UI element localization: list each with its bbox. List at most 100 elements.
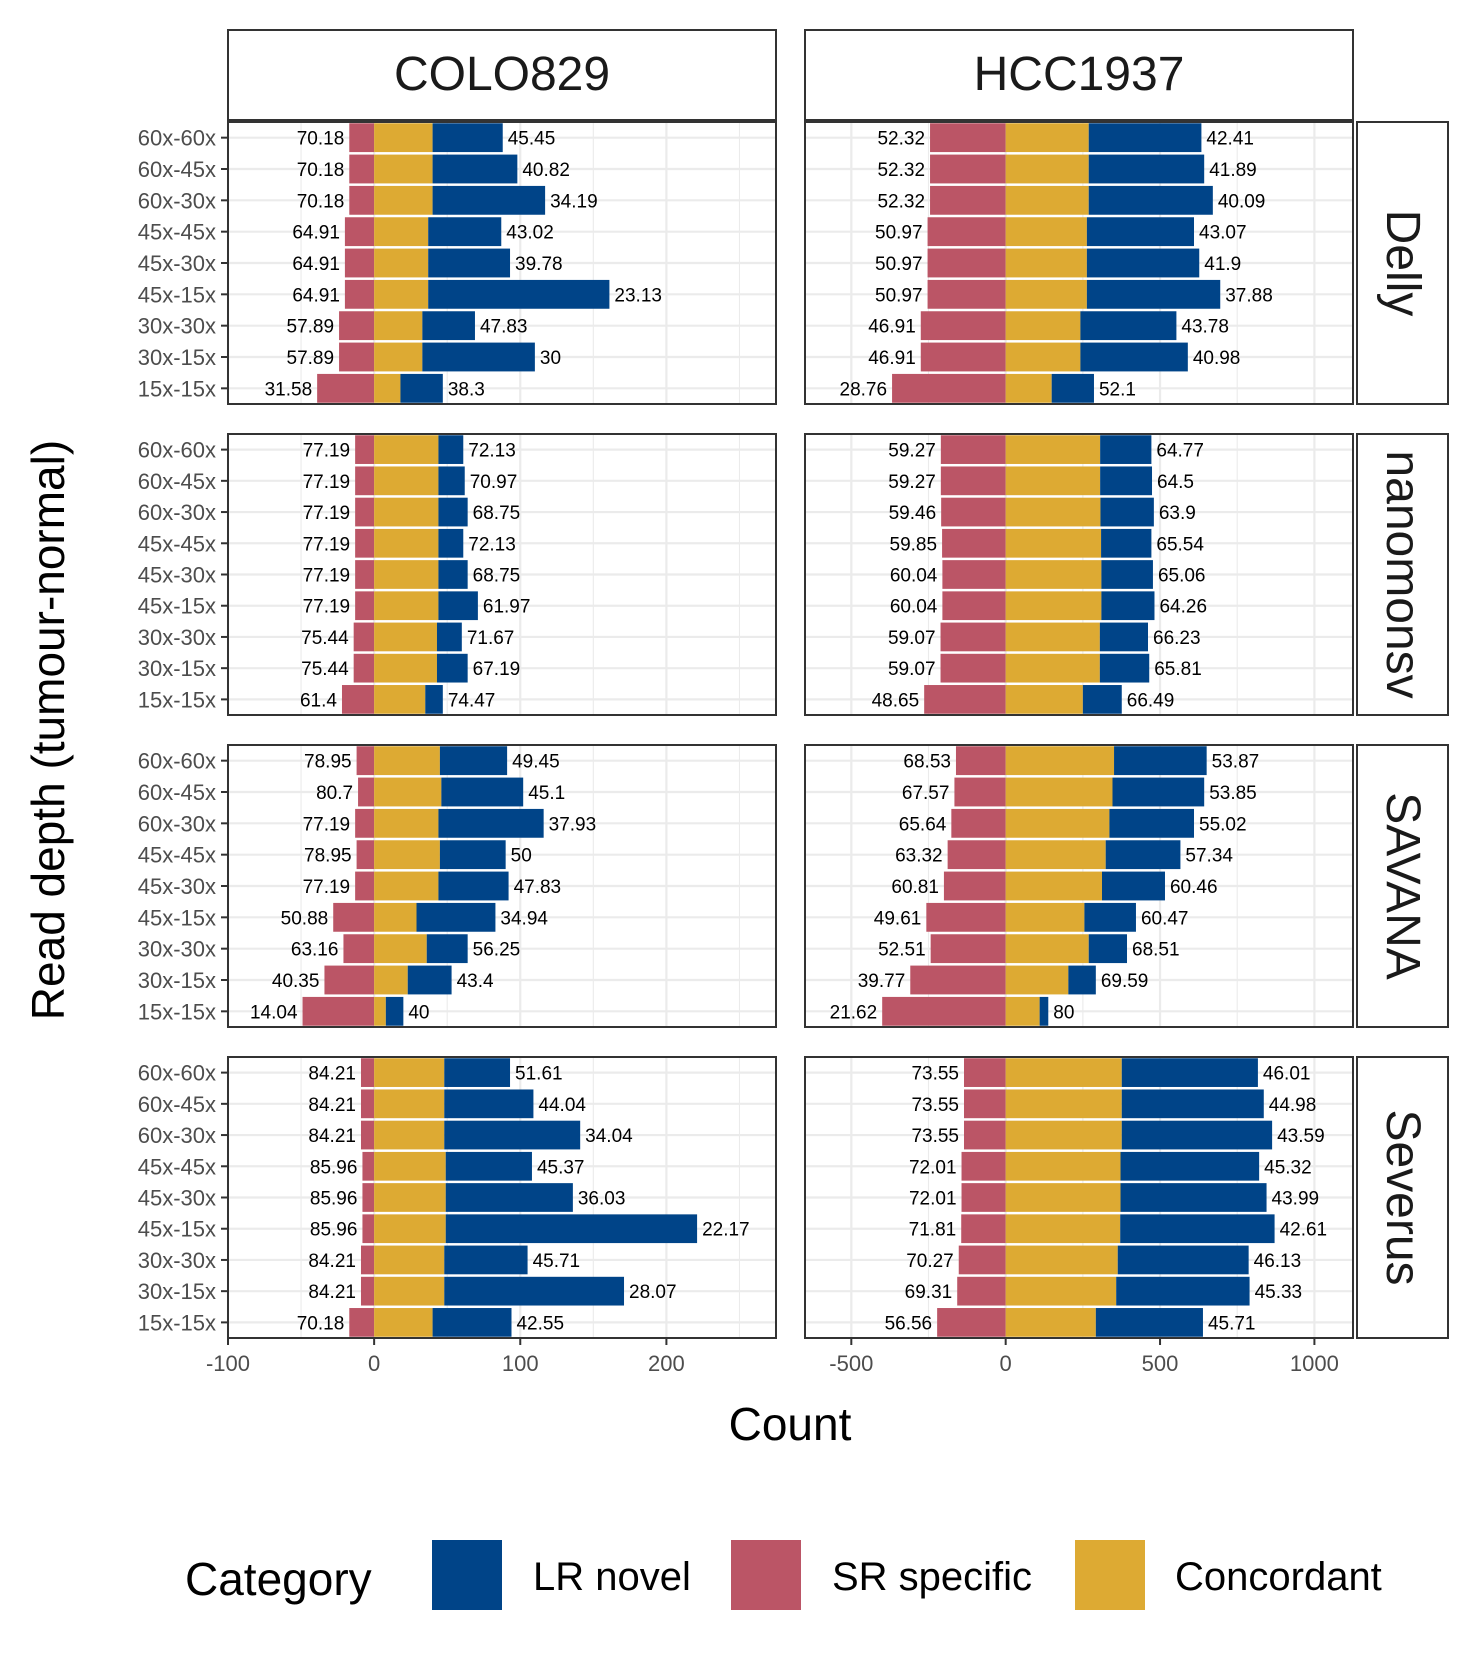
panel-colo829-nanomonsv: 77.19 72.13 77.19 70.97 77.19 68.75 77.19 72.13… — [226, 433, 777, 716]
data-label-right: 67.19 — [473, 659, 521, 680]
x-tick-label: 100 — [502, 1351, 539, 1376]
bar-sr-specific — [920, 311, 1006, 341]
bar-group-30x-30x: 84.21 45.71 — [308, 1245, 580, 1275]
data-label-right: 65.06 — [1158, 566, 1206, 587]
bar-lr-novel — [444, 1245, 528, 1275]
legend-swatch-lr-novel — [432, 1540, 502, 1610]
bar-lr-novel — [428, 279, 610, 309]
bar-sr-specific — [930, 934, 1006, 964]
data-label-right: 43.78 — [1181, 317, 1229, 338]
data-label-right: 43.99 — [1272, 1189, 1320, 1210]
bar-sr-specific — [355, 871, 375, 901]
data-label-right: 34.04 — [585, 1126, 633, 1147]
y-tick-label: 60x-60x — [138, 1061, 216, 1086]
bar-group-45x-30x: 77.19 68.75 — [303, 560, 520, 589]
data-label-right: 69.59 — [1101, 971, 1149, 992]
bar-lr-novel — [438, 497, 468, 527]
bar-concordant — [374, 653, 437, 683]
bar-group-45x-15x: 77.19 61.97 — [303, 591, 530, 621]
data-label-left: 69.31 — [905, 1282, 953, 1303]
bar-lr-novel — [422, 311, 475, 341]
data-label-left: 49.61 — [874, 908, 922, 929]
bar-lr-novel — [436, 622, 462, 652]
data-label-left: 39.77 — [858, 971, 906, 992]
bar-lr-novel — [1112, 777, 1205, 807]
bar-lr-novel — [438, 528, 464, 558]
bar-sr-specific — [362, 1183, 375, 1212]
data-label-left: 70.18 — [297, 1313, 345, 1334]
bar-lr-novel — [1116, 1276, 1250, 1306]
y-tick-label: 45x-15x — [138, 282, 216, 307]
data-label-left: 73.55 — [911, 1095, 959, 1116]
bar-sr-specific — [349, 185, 375, 215]
bar-lr-novel — [400, 373, 443, 403]
bar-sr-specific — [882, 996, 1006, 1026]
data-label-right: 42.41 — [1206, 129, 1254, 150]
bar-group-15x-15x: 70.18 42.55 — [297, 1308, 564, 1337]
bar-group-45x-15x: 50.88 34.94 — [281, 902, 548, 932]
panel-hcc1937-savana: 68.53 53.87 67.57 53.85 65.64 55.02 63.32 57.34… — [804, 744, 1354, 1028]
bar-sr-specific — [344, 248, 375, 278]
bar-concordant — [374, 279, 429, 309]
bar-concordant — [374, 248, 429, 278]
bar-group-60x-30x: 65.64 55.02 — [899, 808, 1247, 838]
bar-group-60x-60x: 59.27 64.77 — [888, 435, 1204, 464]
bar-concordant — [374, 1308, 433, 1337]
data-label-left: 77.19 — [303, 814, 351, 835]
data-label-right: 64.26 — [1159, 597, 1207, 618]
bar-sr-specific — [942, 560, 1006, 589]
data-label-right: 65.54 — [1156, 534, 1204, 555]
bar-concordant — [374, 965, 408, 995]
bar-sr-specific — [324, 965, 375, 995]
bar-lr-novel — [444, 1276, 625, 1306]
bar-group-30x-30x: 52.51 68.51 — [878, 934, 1180, 964]
bar-lr-novel — [1120, 1151, 1260, 1181]
bar-sr-specific — [353, 622, 375, 652]
legend-swatch-concordant — [1075, 1540, 1145, 1610]
bar-concordant — [374, 622, 437, 652]
data-label-right: 50 — [511, 846, 532, 867]
bar-concordant — [1005, 1058, 1122, 1087]
y-tick-label: 15x-15x — [138, 999, 216, 1024]
data-label-left: 59.07 — [888, 628, 936, 649]
bar-group-45x-30x: 85.96 36.03 — [310, 1183, 625, 1212]
bar-group-60x-60x: 78.95 49.45 — [304, 746, 560, 776]
bar-group-30x-30x: 75.44 71.67 — [301, 622, 514, 652]
data-label-right: 22.17 — [702, 1220, 750, 1241]
bar-concordant — [374, 996, 386, 1026]
panel-hcc1937-nanomonsv: 59.27 64.77 59.27 64.5 59.46 63.9 59.85 65.54 60… — [804, 433, 1354, 716]
data-label-left: 46.91 — [868, 348, 916, 369]
data-label-right: 51.61 — [515, 1064, 563, 1085]
data-label-right: 45.71 — [1208, 1313, 1256, 1334]
bar-concordant — [1005, 746, 1115, 776]
bar-group-15x-15x: 21.62 80 — [830, 996, 1074, 1026]
data-label-right: 42.55 — [516, 1313, 564, 1334]
bar-sr-specific — [360, 1089, 375, 1119]
bar-group-45x-30x: 50.97 41.9 — [875, 248, 1241, 278]
bar-lr-novel — [438, 808, 544, 838]
y-tick-label: 60x-45x — [138, 469, 216, 494]
bar-lr-novel — [385, 996, 404, 1026]
bar-lr-novel — [1088, 154, 1205, 184]
bar-sr-specific — [958, 1245, 1006, 1275]
bar-concordant — [1005, 777, 1113, 807]
data-label-right: 28.07 — [629, 1282, 677, 1303]
bar-group-15x-15x: 61.4 74.47 — [300, 685, 495, 714]
bar-concordant — [1005, 965, 1069, 995]
data-label-left: 61.4 — [300, 690, 337, 711]
data-label-right: 44.04 — [538, 1095, 586, 1116]
data-label-left: 60.04 — [890, 597, 938, 618]
bar-group-15x-15x: 28.76 52.1 — [840, 373, 1136, 403]
bar-concordant — [374, 154, 433, 184]
bar-group-30x-15x: 57.89 30 — [287, 342, 561, 372]
strip-label: nanomonsv — [1376, 450, 1429, 698]
data-label-left: 50.88 — [281, 908, 329, 929]
y-tick-label: 45x-30x — [138, 874, 216, 899]
data-label-left: 68.53 — [903, 752, 951, 773]
data-label-left: 71.81 — [909, 1220, 957, 1241]
bar-lr-novel — [1088, 123, 1202, 153]
bar-sr-specific — [930, 154, 1006, 184]
bar-group-15x-15x: 14.04 40 — [250, 996, 430, 1026]
y-tick-label: 45x-45x — [138, 531, 216, 556]
bar-sr-specific — [955, 746, 1006, 776]
